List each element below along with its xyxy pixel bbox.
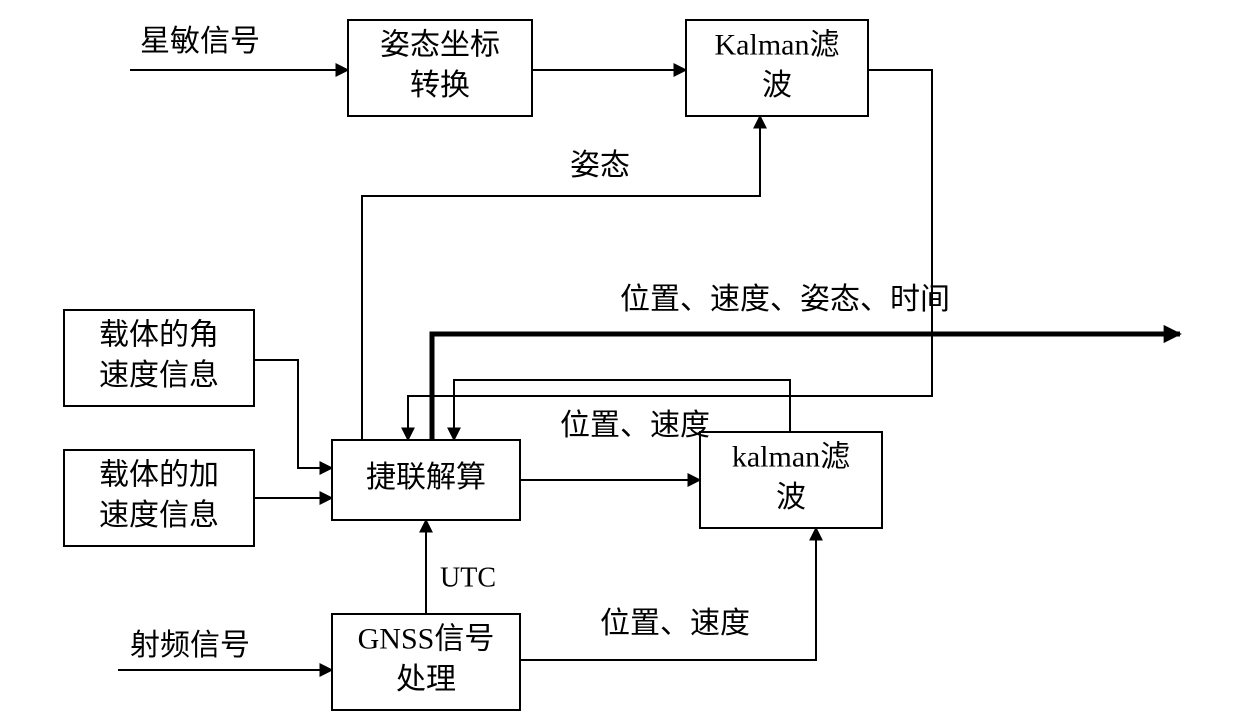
- node-sins-line0: 捷联解算: [366, 461, 486, 494]
- node-kalman_lower-line0: kalman滤: [732, 441, 850, 474]
- node-sins: 捷联解算: [332, 440, 520, 520]
- node-angular_vel-line0: 载体的角: [99, 319, 219, 352]
- node-kalman_lower: kalman滤波: [700, 432, 882, 528]
- label-lbl_attitude: 姿态: [570, 149, 630, 182]
- node-kalman_upper-line1: 波: [762, 69, 792, 102]
- label-lbl_posvel_low: 位置、速度: [600, 607, 750, 640]
- node-angular_vel-line1: 速度信息: [99, 359, 219, 392]
- node-gnss: GNSS信号处理: [332, 614, 520, 710]
- edge-e_output: [432, 334, 1180, 440]
- label-lbl_starsensor: 星敏信号: [140, 25, 260, 58]
- node-kalman_upper-line0: Kalman滤: [715, 29, 840, 62]
- label-lbl_utc: UTC: [440, 562, 496, 593]
- label-lbl_output: 位置、速度、姿态、时间: [620, 283, 950, 316]
- node-accel_info: 载体的加速度信息: [64, 450, 254, 546]
- label-lbl_rf: 射频信号: [130, 629, 250, 662]
- node-attitude_conv: 姿态坐标转换: [348, 20, 532, 116]
- edge-e_gnss_kal2: [520, 528, 816, 660]
- node-gnss-line0: GNSS信号: [358, 623, 495, 656]
- node-accel_info-line0: 载体的加: [99, 459, 219, 492]
- node-attitude_conv-line1: 转换: [410, 69, 470, 102]
- node-kalman_upper: Kalman滤波: [686, 20, 868, 116]
- label-lbl_posvel_mid: 位置、速度: [560, 409, 710, 442]
- edge-e_kal_up_fb: [408, 70, 932, 440]
- edge-e_sins_att: [362, 116, 760, 440]
- node-kalman_lower-line1: 波: [776, 481, 806, 514]
- edge-e_ang_in: [254, 360, 332, 468]
- node-angular_vel: 载体的角速度信息: [64, 310, 254, 406]
- node-gnss-line1: 处理: [396, 663, 456, 696]
- node-attitude_conv-line0: 姿态坐标: [380, 29, 500, 62]
- node-accel_info-line1: 速度信息: [99, 499, 219, 532]
